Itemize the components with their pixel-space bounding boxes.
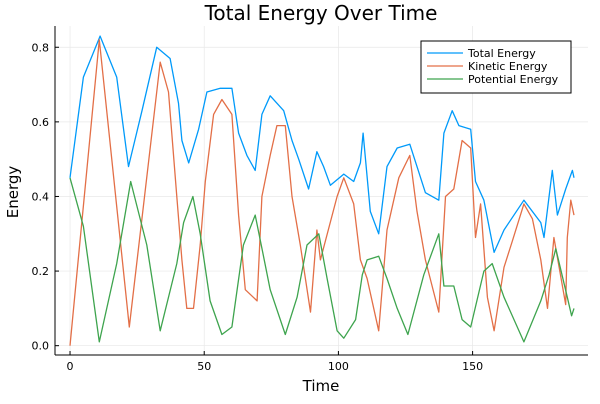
kinetic-energy-legend-label: Kinetic Energy <box>468 60 548 73</box>
x-tick-label: 150 <box>462 360 483 373</box>
y-tick-label: 0.8 <box>32 41 50 54</box>
y-tick-label: 0.2 <box>32 265 50 278</box>
x-axis-label: Time <box>302 377 340 395</box>
x-tick-label: 50 <box>197 360 211 373</box>
potential-energy-line <box>69 177 575 343</box>
ticks: 0 50 100 150 0.0 0.2 0.4 0.6 0.8 <box>32 41 484 373</box>
total-energy-legend-label: Total Energy <box>467 47 536 60</box>
y-tick-label: 0.0 <box>32 340 50 353</box>
x-tick-label: 100 <box>328 360 349 373</box>
x-tick-label: 0 <box>67 360 74 373</box>
axes <box>54 26 588 356</box>
potential-energy-legend-label: Potential Energy <box>468 73 559 86</box>
y-tick-label: 0.4 <box>32 190 50 203</box>
legend-box <box>420 40 572 94</box>
y-axis-label: Energy <box>4 166 22 219</box>
total-energy-line <box>69 35 575 254</box>
y-tick-label: 0.6 <box>32 116 50 129</box>
series-lines <box>69 35 575 346</box>
chart-title: Total Energy Over Time <box>204 1 438 25</box>
kinetic-energy-line <box>69 39 575 346</box>
